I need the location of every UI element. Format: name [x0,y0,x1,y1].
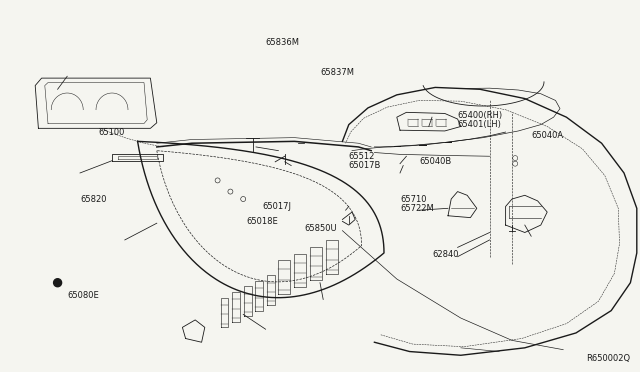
Text: 65040A: 65040A [531,131,563,140]
Text: 65017B: 65017B [349,161,381,170]
Text: 65040B: 65040B [419,157,451,166]
Text: 65017J: 65017J [262,202,291,211]
Text: 65400(RH): 65400(RH) [458,111,503,120]
Circle shape [54,279,61,287]
Text: 65100: 65100 [99,128,125,137]
Text: 65080E: 65080E [67,291,99,300]
Text: R650002Q: R650002Q [586,354,630,363]
Text: 65837M: 65837M [320,68,354,77]
Text: 65512: 65512 [349,152,375,161]
Text: 62840: 62840 [432,250,458,259]
Text: 65836M: 65836M [266,38,300,47]
Text: 65850U: 65850U [304,224,337,233]
Text: 65722M: 65722M [400,204,434,213]
Text: 65710: 65710 [400,195,426,203]
Text: 65401(LH): 65401(LH) [458,120,502,129]
Text: 65018E: 65018E [246,217,278,226]
Text: 65820: 65820 [80,195,106,203]
